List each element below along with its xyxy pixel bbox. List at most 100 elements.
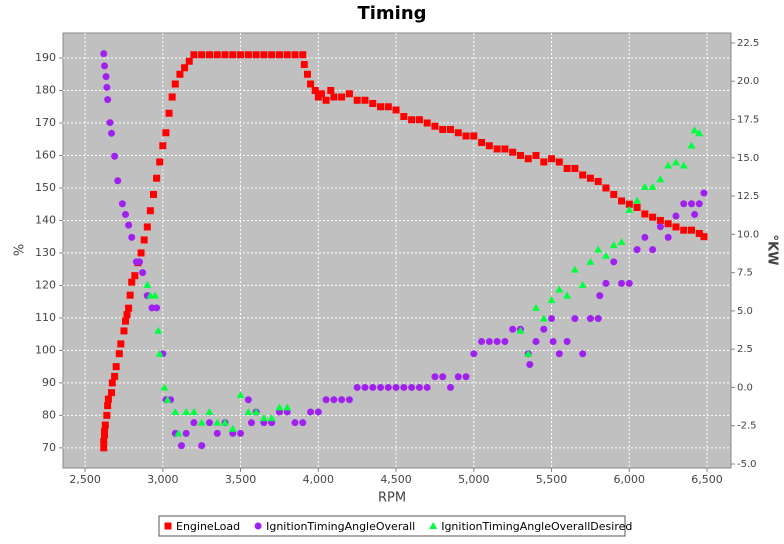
point (602, 279, 610, 287)
point (431, 373, 439, 381)
y2-tick-label: -5.0 (737, 459, 757, 470)
point (283, 51, 291, 59)
point (120, 327, 128, 335)
y-tick-label: 110 (35, 311, 56, 324)
point (656, 175, 665, 183)
point (633, 203, 641, 211)
point (151, 291, 160, 299)
point (213, 51, 221, 59)
point (688, 226, 696, 234)
point (112, 363, 120, 371)
point (594, 315, 602, 323)
point (524, 155, 532, 163)
point (618, 197, 626, 205)
y2-tick-label: 12.5 (737, 191, 759, 202)
point (149, 190, 157, 198)
point (353, 383, 361, 391)
point (369, 383, 377, 391)
point (153, 304, 161, 312)
point (104, 402, 112, 410)
point (640, 182, 649, 190)
point (540, 325, 548, 333)
point (695, 229, 703, 237)
point (439, 125, 447, 133)
y2-axis-label: °KW (765, 235, 780, 266)
y2-tick-label: 22.5 (737, 38, 759, 49)
point (103, 83, 111, 91)
point (162, 129, 170, 137)
point (159, 142, 167, 150)
point (641, 233, 649, 241)
y-axis-label: % (13, 244, 28, 256)
point (100, 50, 108, 58)
point (156, 158, 164, 166)
point (656, 223, 664, 231)
point (680, 226, 688, 234)
point (136, 258, 144, 266)
point (128, 278, 136, 286)
point (118, 200, 126, 208)
point (516, 326, 525, 334)
point (106, 119, 114, 127)
point (687, 141, 696, 149)
point (163, 395, 172, 403)
point (244, 51, 252, 59)
y2-tick-label: 2.5 (737, 344, 753, 355)
point (509, 148, 517, 156)
point (181, 64, 189, 72)
point (171, 407, 180, 415)
point (137, 249, 145, 257)
point (547, 296, 556, 304)
point (171, 80, 179, 88)
point (377, 103, 385, 111)
point (260, 51, 268, 59)
point (140, 236, 148, 244)
point (618, 279, 626, 287)
point (664, 161, 673, 169)
point (415, 383, 423, 391)
point (649, 213, 657, 221)
point (578, 280, 587, 288)
point (700, 233, 708, 241)
point (617, 238, 626, 246)
y2-tick-label: 20.0 (737, 76, 759, 87)
point (548, 315, 556, 323)
x-tick-label: 5,500 (536, 473, 568, 486)
legend (158, 515, 626, 537)
point (549, 338, 557, 346)
y2-tick-label: 5.0 (737, 306, 753, 317)
point (327, 87, 335, 95)
point (314, 408, 322, 416)
point (594, 245, 603, 253)
point (532, 303, 541, 311)
point (117, 340, 125, 348)
point (111, 152, 119, 160)
y2-tick-label: 0.0 (737, 382, 753, 393)
point (330, 93, 338, 101)
point (198, 442, 206, 450)
point (563, 164, 571, 172)
legend-marker (429, 522, 438, 529)
point (174, 429, 183, 437)
y-tick-label: 190 (35, 51, 56, 64)
point (485, 338, 493, 346)
point (190, 51, 198, 59)
point (338, 396, 346, 404)
y-tick-label: 170 (35, 116, 56, 129)
point (125, 221, 133, 229)
point (189, 407, 198, 415)
point (108, 129, 116, 137)
point (392, 383, 400, 391)
point (108, 389, 116, 397)
point (205, 419, 213, 427)
x-axis-label: RPM (378, 491, 406, 506)
point (176, 70, 184, 78)
y-tick-label: 100 (35, 343, 56, 356)
point (101, 421, 109, 429)
y2-tick-label: 17.5 (737, 115, 759, 126)
point (532, 338, 540, 346)
x-tick-label: 6,500 (691, 473, 723, 486)
point (555, 158, 563, 166)
point (237, 51, 245, 59)
